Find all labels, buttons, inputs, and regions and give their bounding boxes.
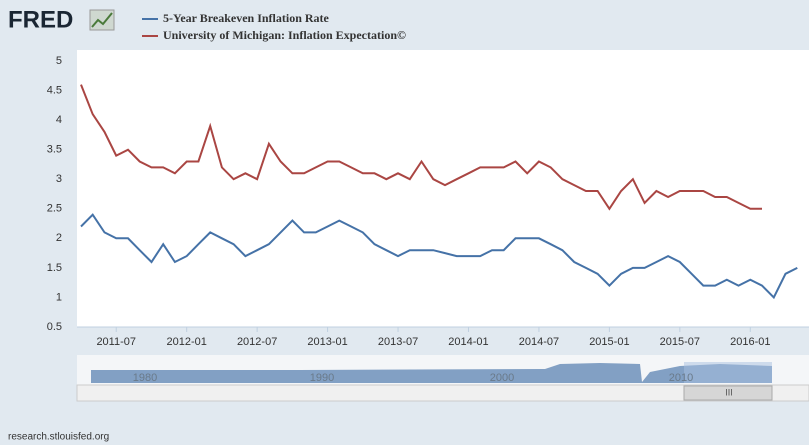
navigator-label: 1980 [133, 372, 157, 384]
navigator [76, 355, 809, 402]
navigator-label: 2000 [490, 372, 514, 384]
y-tick-label: 2.5 [47, 203, 62, 215]
x-tick-label: 2014-01 [448, 336, 488, 348]
y-tick-label: 5 [56, 55, 62, 67]
x-tick-label: 2012-01 [166, 336, 206, 348]
y-tick-label: 3.5 [47, 144, 62, 156]
x-tick-label: 2014-07 [519, 336, 559, 348]
y-tick-label: 3 [56, 173, 62, 185]
x-tick-label: 2016-01 [730, 336, 770, 348]
y-tick-label: 4 [56, 114, 62, 126]
plot-area [77, 50, 809, 327]
footer: research.stlouisfed.org [8, 432, 109, 443]
series-line [80, 213, 798, 300]
legend-label: University of Michigan: Inflation Expect… [163, 28, 406, 42]
logo-icon [89, 9, 115, 31]
x-tick-label: 2015-07 [660, 336, 700, 348]
y-tick-label: 1 [56, 291, 62, 303]
legend-label: 5-Year Breakeven Inflation Rate [163, 11, 330, 25]
series-line [80, 84, 762, 211]
x-tick-label: 2015-01 [589, 336, 629, 348]
navigator-label: 1990 [310, 372, 334, 384]
y-tick-label: 4.5 [47, 84, 62, 96]
y-tick-label: 0.5 [47, 321, 62, 333]
y-tick-label: 2 [56, 232, 62, 244]
navigator-label: 2010 [669, 372, 693, 384]
y-tick-label: 1.5 [47, 262, 62, 274]
x-tick-label: 2013-01 [307, 336, 347, 348]
scrollbar-grip[interactable]: III [725, 387, 733, 397]
brand: FRED [8, 6, 73, 33]
x-tick-label: 2013-07 [378, 336, 418, 348]
x-tick-label: 2011-07 [96, 336, 136, 348]
x-tick-label: 2012-07 [237, 336, 277, 348]
